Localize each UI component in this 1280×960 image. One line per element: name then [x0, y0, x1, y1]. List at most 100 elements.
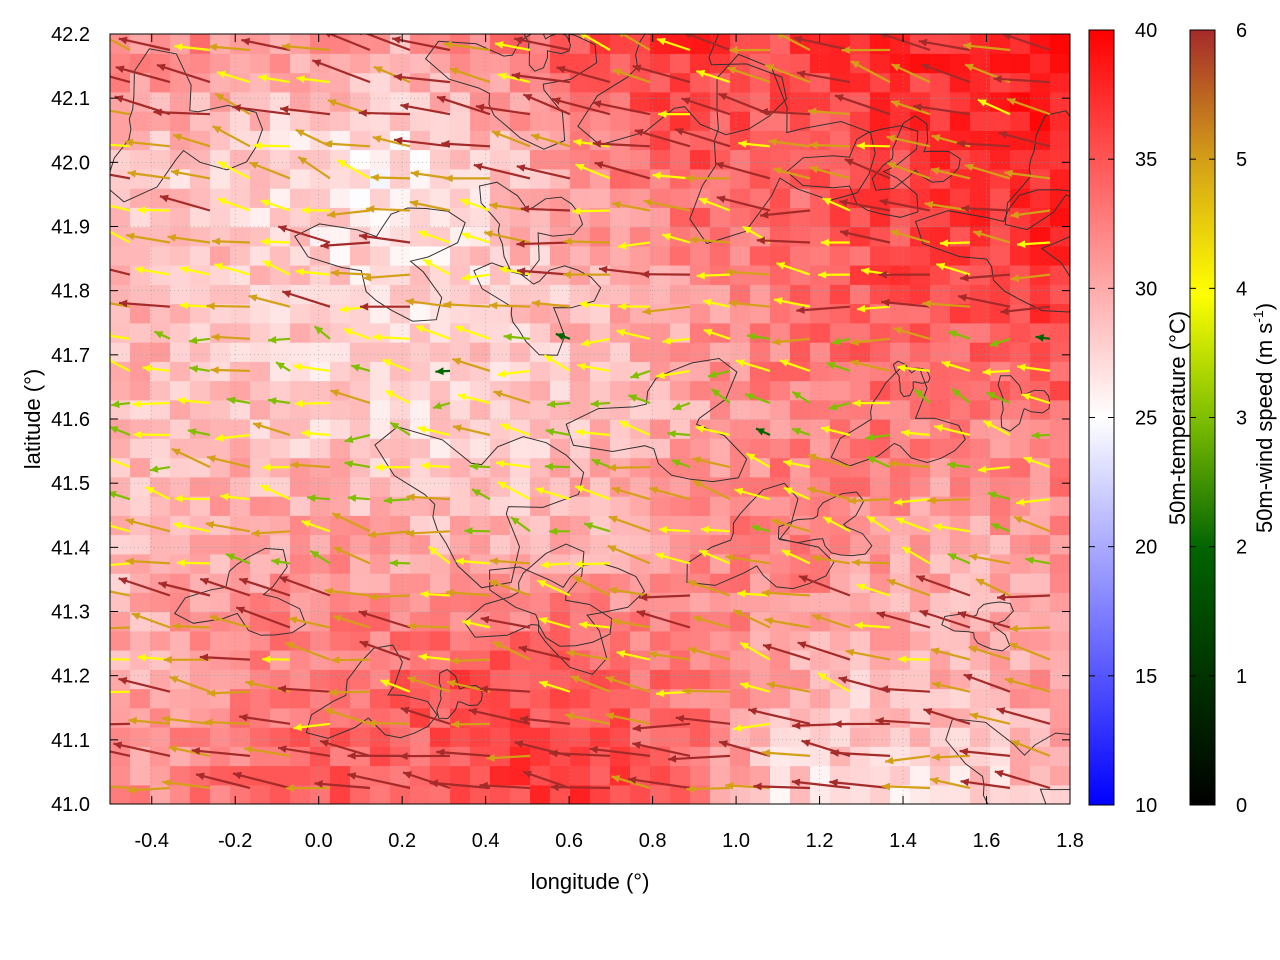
wind-arrow-head — [210, 366, 219, 374]
heatmap-cell — [750, 592, 771, 613]
heatmap-cell — [210, 380, 231, 401]
heatmap-cell — [970, 342, 991, 362]
wind-arrow-head — [1021, 393, 1031, 401]
wind-arrow-head — [288, 616, 298, 624]
heatmap-cell — [190, 91, 211, 112]
colorbar-tick-label: 10 — [1135, 795, 1157, 817]
heatmap-cell — [850, 457, 871, 478]
y-tick-label: 41.6 — [51, 409, 90, 431]
wind-arrow-head — [359, 232, 368, 241]
heatmap-cell — [930, 573, 951, 593]
heatmap-cell — [890, 399, 911, 420]
heatmap-cell — [370, 399, 391, 420]
heatmap-cell — [870, 476, 891, 497]
wind-arrow — [632, 742, 691, 757]
heatmap-cell — [490, 650, 511, 670]
heatmap-cell — [650, 592, 671, 613]
heatmap-cell — [450, 630, 471, 651]
heatmap-cell — [710, 630, 731, 651]
wind-arrow — [632, 722, 691, 730]
heatmap-cell — [610, 72, 631, 93]
heatmap-cell — [930, 457, 951, 478]
heatmap-cell — [1010, 707, 1031, 728]
heatmap-cell — [530, 669, 551, 690]
heatmap-cell — [690, 746, 711, 767]
heatmap-cell — [810, 168, 831, 189]
heatmap-cell — [1030, 149, 1051, 170]
heatmap-cell — [1050, 361, 1070, 382]
heatmap-cell — [790, 342, 811, 362]
wind-arrow — [959, 749, 1011, 757]
wind-arrow-head — [149, 465, 159, 473]
wind-arrow-head — [916, 575, 926, 583]
heatmap-cell — [270, 265, 291, 285]
heatmap-cell — [1050, 188, 1070, 208]
contour-line — [293, 207, 466, 322]
heatmap-cell — [310, 592, 331, 613]
heatmap-cell — [230, 669, 251, 690]
heatmap-cell — [610, 149, 631, 170]
heatmap-cell — [510, 284, 531, 305]
heatmap-cell — [530, 515, 551, 536]
heatmap-cell — [390, 303, 411, 324]
heatmap-cell — [610, 226, 631, 247]
heatmap-cell — [430, 111, 451, 131]
heatmap-cell — [870, 727, 891, 747]
heatmap-cell — [210, 553, 231, 574]
heatmap-cell — [890, 669, 911, 690]
heatmap-cell — [670, 361, 691, 382]
heatmap-cell — [270, 438, 291, 459]
y-tick-label: 42.0 — [51, 152, 90, 174]
heatmap-cell — [890, 630, 911, 651]
wind-arrow-head — [847, 496, 857, 505]
heatmap-cell — [590, 784, 611, 804]
wind-arrow-head — [333, 547, 343, 555]
wind-arrow-head — [1031, 431, 1040, 440]
heatmap-cell — [470, 573, 491, 593]
heatmap-cell — [310, 361, 331, 382]
heatmap-cell — [490, 765, 511, 786]
heatmap-cell — [250, 688, 271, 709]
heatmap-cell — [790, 284, 811, 305]
heatmap-cell — [130, 111, 151, 131]
wind-arrow-head — [211, 333, 220, 342]
wind-arrow-head — [180, 265, 189, 274]
heatmap-cell — [190, 534, 211, 555]
heatmap-cell — [930, 399, 951, 420]
heatmap-cell — [490, 342, 511, 362]
heatmap-cell — [890, 553, 911, 574]
heatmap-cell — [290, 245, 311, 266]
heatmap-cell — [110, 188, 131, 208]
heatmap-cell — [230, 727, 251, 747]
heatmap-cell — [490, 784, 511, 804]
heatmap-cell — [890, 53, 911, 74]
heatmap-cell — [410, 727, 431, 747]
heatmap-cell — [290, 476, 311, 497]
heatmap-cell — [830, 322, 851, 343]
wind-arrow-head — [940, 239, 949, 248]
heatmap-cell — [950, 688, 971, 709]
wind-arrow-head — [520, 205, 529, 213]
wind-arrow-head — [244, 745, 253, 754]
heatmap-cell — [270, 669, 291, 690]
wind-arrow-head — [779, 359, 789, 367]
heatmap-cell — [270, 149, 291, 170]
heatmap-cell — [750, 438, 771, 459]
heatmap-cell — [110, 630, 131, 651]
heatmap-cell — [510, 342, 531, 362]
wind-arrow-head — [258, 74, 267, 82]
heatmap-cell — [930, 111, 951, 131]
wind-arrow-head — [616, 328, 626, 337]
wind-arrow-head — [469, 462, 478, 471]
wind-arrow-head — [616, 650, 626, 658]
wind-arrow-head — [783, 487, 793, 495]
heatmap-cell — [370, 515, 391, 536]
heatmap-cell — [410, 207, 431, 228]
heatmap-cell — [670, 496, 691, 516]
heatmap-cell — [490, 688, 511, 709]
wind-arrow-head — [497, 369, 507, 378]
heatmap-cell — [570, 765, 591, 786]
wind-arrow-head — [890, 229, 899, 237]
heatmap-cell — [690, 650, 711, 670]
heatmap-cell — [990, 53, 1011, 74]
